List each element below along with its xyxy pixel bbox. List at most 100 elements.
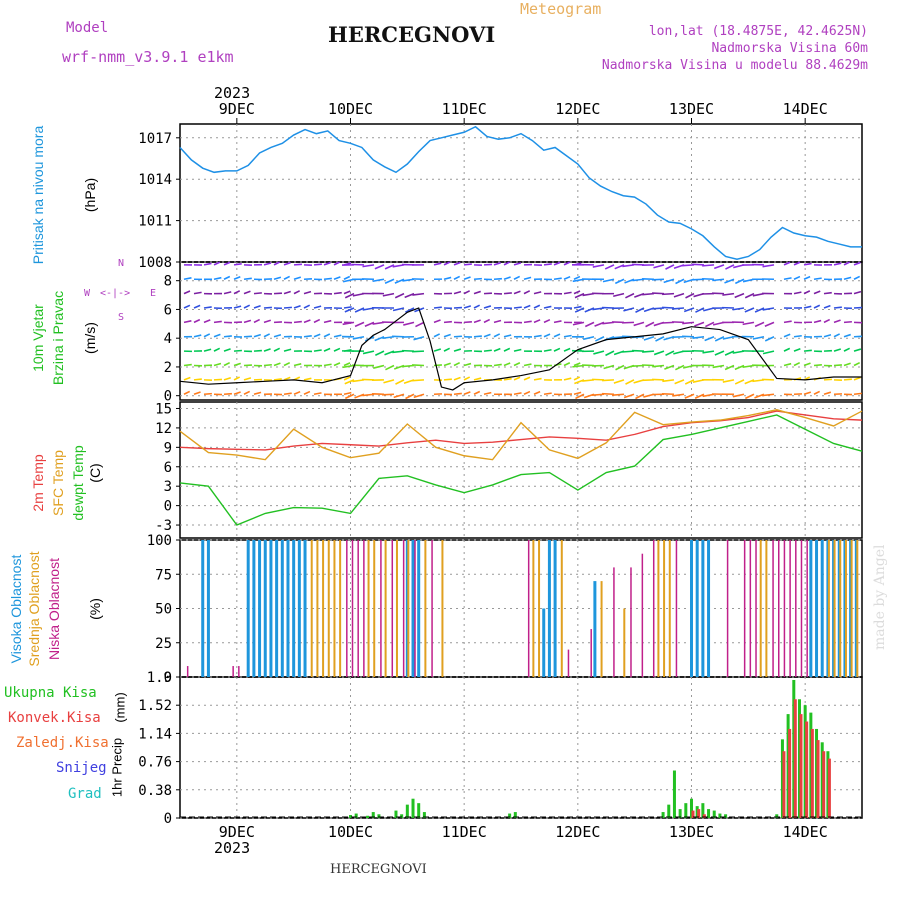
location-title: HERCEGNOVI <box>328 22 496 47</box>
wind-arrow <box>233 263 242 266</box>
wind-arrow <box>333 362 341 367</box>
low-cloud-bar <box>402 540 405 677</box>
wind-arrow <box>672 393 685 397</box>
wind-arrow <box>705 321 715 328</box>
wind-arrow <box>503 276 511 281</box>
wind-arrow <box>672 321 685 324</box>
wind-arrow <box>243 319 252 324</box>
low-cloud-bar <box>431 540 433 677</box>
wind-arrow <box>313 392 322 396</box>
wind-arrow <box>523 390 531 395</box>
wind-arrow <box>303 335 312 338</box>
wind-arrow <box>853 290 862 295</box>
wind-arrow <box>602 392 615 396</box>
wind-arrow <box>702 264 715 267</box>
wind-arrow <box>754 321 765 328</box>
low-cloud-bar <box>806 540 808 677</box>
wind-arrow <box>193 334 202 338</box>
day-label-top: 10DEC <box>328 100 373 118</box>
wind-arrow <box>803 362 811 367</box>
chart-marks <box>179 125 863 818</box>
wind-arrow <box>213 276 222 281</box>
wind-arrow <box>762 264 775 268</box>
wind-arrow <box>732 307 745 311</box>
y-tick-label: 1011 <box>138 214 172 230</box>
wind-arrow <box>313 349 322 352</box>
convective-precip-bar <box>793 699 797 818</box>
lonlat-label: lon,lat (18.4875E, 42.4625N) <box>648 24 868 39</box>
wind-arrow <box>342 321 355 326</box>
mid-cloud-bar <box>657 540 660 677</box>
wind-arrow <box>453 335 462 338</box>
wind-arrow <box>783 347 791 352</box>
wind-arrow <box>303 377 312 381</box>
wind-arrow <box>614 278 625 285</box>
total-precip-bar <box>377 814 381 818</box>
wind-arrow <box>203 348 212 352</box>
wind-arrow <box>343 275 351 280</box>
cloud-unit-label: (%) <box>87 598 103 620</box>
wind-arrow <box>493 363 502 367</box>
model-name: wrf-nmm_v3.9.1 e1km <box>62 48 234 66</box>
wind-arrow <box>573 305 582 309</box>
wind-arrow <box>582 335 595 341</box>
wind-arrow <box>243 304 251 309</box>
wind-arrow <box>333 291 342 295</box>
wind-arrow <box>293 263 302 266</box>
total-precip-bar <box>405 804 409 818</box>
mid-cloud-bar <box>424 540 427 677</box>
wind-arrow <box>843 347 851 352</box>
y-tick-label: 6 <box>164 302 172 318</box>
mid-cloud-bar <box>339 540 342 677</box>
wind-arrow <box>483 349 492 352</box>
panel-frame-0 <box>179 123 863 263</box>
high-cloud-bar <box>297 540 301 677</box>
day-label-top: 11DEC <box>442 100 487 118</box>
mid-cloud-label: Srednja Oblacnost <box>26 551 42 667</box>
total-precip-bar <box>684 803 688 818</box>
wind-arrow <box>323 277 332 281</box>
wind-arrow <box>793 275 801 280</box>
wind-arrow <box>853 361 861 367</box>
wind-arrow <box>625 379 635 385</box>
wind-arrow <box>632 349 645 352</box>
wind-arrow <box>633 321 645 327</box>
mid-cloud-bar <box>373 540 376 677</box>
high-cloud-bar <box>246 540 250 677</box>
wind-arrow <box>415 321 425 328</box>
wind-arrow <box>503 377 512 381</box>
wind-arrow <box>833 306 842 309</box>
wind-arrow <box>724 364 735 371</box>
low-cloud-label: Niska Oblacnost <box>46 558 62 660</box>
wind-arrow <box>533 319 541 324</box>
wind-arrow <box>533 304 541 309</box>
wind-arrow <box>364 321 375 328</box>
total-precip-bar <box>422 812 426 818</box>
wind-arrow <box>533 390 541 395</box>
wind-arrow <box>443 276 452 281</box>
wind-arrow <box>563 261 571 266</box>
wind-arrow <box>563 275 571 280</box>
wind-arrow <box>362 350 375 355</box>
wind-arrow <box>293 390 301 395</box>
wind-arrow <box>483 391 492 396</box>
wind-arrow <box>682 321 695 325</box>
temp2m-line <box>179 410 863 451</box>
wind-arrow <box>193 391 201 396</box>
wind-arrow <box>713 264 725 270</box>
precip-legend-freezing: Zaledj.Kisa <box>16 735 109 751</box>
wind-arrow <box>734 292 745 299</box>
wind-arrow <box>793 261 801 266</box>
wind-arrow <box>374 350 385 356</box>
low-cloud-bar <box>357 540 359 677</box>
wind-arrow <box>203 262 212 266</box>
day-label-bottom: 9DEC <box>219 823 255 841</box>
low-cloud-bar <box>789 540 791 677</box>
total-precip-bar <box>400 814 404 818</box>
wind-arrow <box>392 307 405 312</box>
wind-arrow <box>303 290 312 295</box>
wind-arrow <box>313 318 321 324</box>
total-precip-bar <box>678 809 682 818</box>
wind-arrow <box>563 362 571 367</box>
